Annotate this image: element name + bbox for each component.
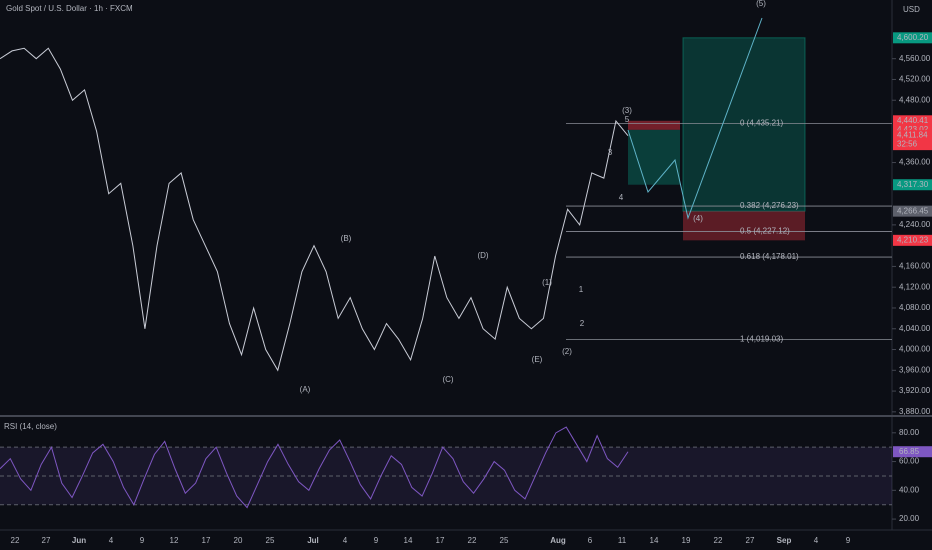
y-tick-label: 4,160.00 [899,262,931,271]
x-tick-label: 4 [814,536,819,545]
x-tick-label: 22 [468,536,477,545]
price-tag-label: 4,440.41 [897,116,929,125]
price-tag-label: 4,266.45 [897,206,929,215]
x-tick-label: 4 [343,536,348,545]
wave-label: (E) [532,355,543,364]
fib-label: 0 (4,435.21) [740,119,783,128]
x-tick-label: 27 [746,536,755,545]
y-tick-label: 4,360.00 [899,158,931,167]
y-tick-label: 3,960.00 [899,365,931,374]
fib-label: 1 (4,019.03) [740,335,783,344]
wave-label: (D) [477,251,488,260]
x-tick-label: 25 [500,536,509,545]
wave-label: 3 [608,148,613,157]
price-tag-label: 4,411.84 [897,131,928,140]
projection-path [627,17,763,220]
wave-label: (A) [300,385,311,394]
y-tick-label: 20.00 [899,514,920,523]
layer [0,37,892,509]
x-tick-label: 11 [618,536,627,545]
wave-label: 4 [619,193,624,202]
x-tick-label: Aug [550,536,566,545]
stop-zone-small [628,120,680,130]
wave-label: 5 [625,115,630,124]
x-tick-label: 9 [846,536,851,545]
x-tick-label: 6 [588,536,593,545]
x-tick-label: Jul [307,536,319,545]
y-tick-label: 4,240.00 [899,220,931,229]
wave-label: 1 [579,285,584,294]
wave-label: (C) [442,375,453,384]
y-tick-label: 4,560.00 [899,54,931,63]
y-tick-label: 4,040.00 [899,324,931,333]
price-tag [893,205,932,217]
x-tick-label: 22 [714,536,723,545]
currency: USD [903,5,920,14]
x-tick-label: 25 [266,536,275,545]
rsi-tag [893,446,932,458]
y-tick-label: 4,080.00 [899,303,931,312]
price-tag-label: 4,210.23 [897,235,929,244]
price-tag-label: 4,423.02 [897,125,929,134]
fib-label: 0.382 (4,276.23) [740,201,799,210]
x-tick-label: 17 [436,536,445,545]
rsi-title: RSI (14, close) [4,422,57,431]
price-tag-label: 4,317.30 [897,180,929,189]
x-tick-label: 19 [682,536,691,545]
x-tick-label: 4 [109,536,114,545]
x-tick-label: 12 [170,536,179,545]
y-tick-label: 40.00 [899,485,920,494]
price-line [0,47,629,372]
wave-label: (1) [542,278,552,287]
y-tick-label: 4,120.00 [899,282,931,291]
y-tick-label: 3,920.00 [899,386,931,395]
price-tag-timer: 32:56 [897,140,918,149]
wave-label: (3) [622,106,632,115]
price-tag-label: 4,600.20 [897,33,929,42]
chart-title: Gold Spot / U.S. Dollar · 1h · FXCM [6,4,133,13]
x-tick-label: 14 [650,536,659,545]
x-tick-label: Sep [777,536,792,545]
target-zone-small [628,129,680,185]
y-tick-label: 80.00 [899,428,920,437]
price-tag [893,32,932,44]
y-tick-label: 60.00 [899,457,920,466]
price-tag [893,124,932,136]
x-tick-label: 14 [404,536,413,545]
wave-label: (2) [562,347,572,356]
x-tick-label: 17 [202,536,211,545]
price-tag [893,115,932,127]
x-tick-label: 9 [140,536,145,545]
y-tick-label: 3,880.00 [899,407,931,416]
rsi-tag-label: 66.85 [899,447,920,456]
fib-label: 0.618 (4,178.01) [740,252,799,261]
y-tick-label: 4,480.00 [899,95,931,104]
rsi-line [0,426,629,509]
price-tag [893,234,932,246]
stop-loss-zone [683,211,805,241]
y-tick-label: 4,000.00 [899,345,931,354]
price-tag [893,130,932,151]
x-tick-label: 9 [374,536,379,545]
price-tag [893,179,932,191]
x-tick-label: 20 [234,536,243,545]
x-tick-label: Jun [72,536,86,545]
x-tick-label: 22 [11,536,20,545]
wave-label: (4) [693,214,703,223]
wave-label: (B) [341,234,352,243]
fib-label: 0.5 (4,227.12) [740,227,790,236]
x-tick-label: 27 [42,536,51,545]
wave-label: 2 [580,319,585,328]
y-tick-label: 4,520.00 [899,75,931,84]
wave-label: (5) [756,0,766,8]
